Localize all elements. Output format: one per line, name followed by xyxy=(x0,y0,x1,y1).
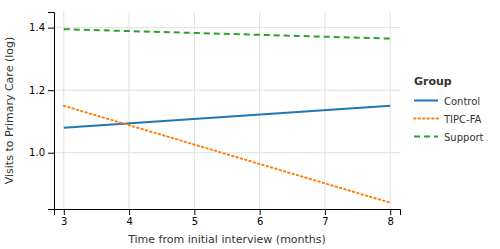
tick: 1.4 xyxy=(29,22,54,33)
tick-mark xyxy=(129,209,130,215)
series-line xyxy=(64,106,390,203)
tick-label: 1.4 xyxy=(29,22,45,33)
legend-item: Support xyxy=(414,132,484,143)
grid-line xyxy=(54,152,400,153)
chart: 3 4 5 6 7 8 1.0 1.2 1.4 Time from initial intervi… xyxy=(0,0,500,249)
tick: 7 xyxy=(322,209,328,227)
tick-mark xyxy=(260,209,261,215)
tick: 6 xyxy=(257,209,263,227)
legend-swatch xyxy=(414,118,438,120)
series-line xyxy=(64,106,390,128)
legend-title: Group xyxy=(414,75,452,88)
tick-label: 3 xyxy=(61,216,67,227)
legend-item: Control xyxy=(414,96,480,107)
grid-line xyxy=(390,12,391,209)
tick: 1.0 xyxy=(29,147,54,158)
tick-mark xyxy=(325,209,326,215)
grid-line xyxy=(54,90,400,91)
tick: 8 xyxy=(388,209,394,227)
grid-line xyxy=(259,12,260,209)
grid-line xyxy=(129,12,130,209)
tick-label: 6 xyxy=(257,216,263,227)
legend-label: TIPC-FA xyxy=(443,114,482,125)
tick-label: 1.2 xyxy=(29,85,45,96)
legend-label: Control xyxy=(444,96,480,107)
legend: Group Control TIPC-FA Support xyxy=(414,75,484,143)
x-axis: 3 4 5 6 7 8 xyxy=(55,209,401,227)
tick-mark xyxy=(48,153,54,154)
legend-swatch xyxy=(414,100,438,102)
tick-mark xyxy=(48,28,54,29)
plot: 3 4 5 6 7 8 1.0 1.2 1.4 xyxy=(29,12,400,227)
tick-label: 8 xyxy=(388,216,394,227)
series-line xyxy=(64,29,390,38)
tick-label: 4 xyxy=(126,216,132,227)
tick-mark xyxy=(64,209,65,215)
tick: 5 xyxy=(192,209,198,227)
legend-label: Support xyxy=(444,132,484,143)
grid-line xyxy=(54,27,400,28)
grid xyxy=(54,12,400,209)
y-axis: 1.0 1.2 1.4 xyxy=(29,13,54,210)
tick-mark xyxy=(48,90,54,91)
axis-line xyxy=(48,13,55,210)
tick-label: 5 xyxy=(192,216,198,227)
grid-line xyxy=(63,12,64,209)
tick-mark xyxy=(194,209,195,215)
lines xyxy=(64,29,390,203)
grid-line xyxy=(194,12,195,209)
legend-swatch xyxy=(414,136,438,138)
legend-item: TIPC-FA xyxy=(414,114,482,125)
tick: 1.2 xyxy=(29,85,54,96)
tick: 4 xyxy=(126,209,132,227)
tick: 3 xyxy=(61,209,67,227)
tick-label: 7 xyxy=(322,216,328,227)
tick-mark xyxy=(390,209,391,215)
x-axis-title: Time from initial interview (months) xyxy=(127,233,326,246)
tick-label: 1.0 xyxy=(29,147,45,158)
y-axis-title: Visits to Primary Care (log) xyxy=(3,37,16,185)
axis-line xyxy=(55,210,401,216)
